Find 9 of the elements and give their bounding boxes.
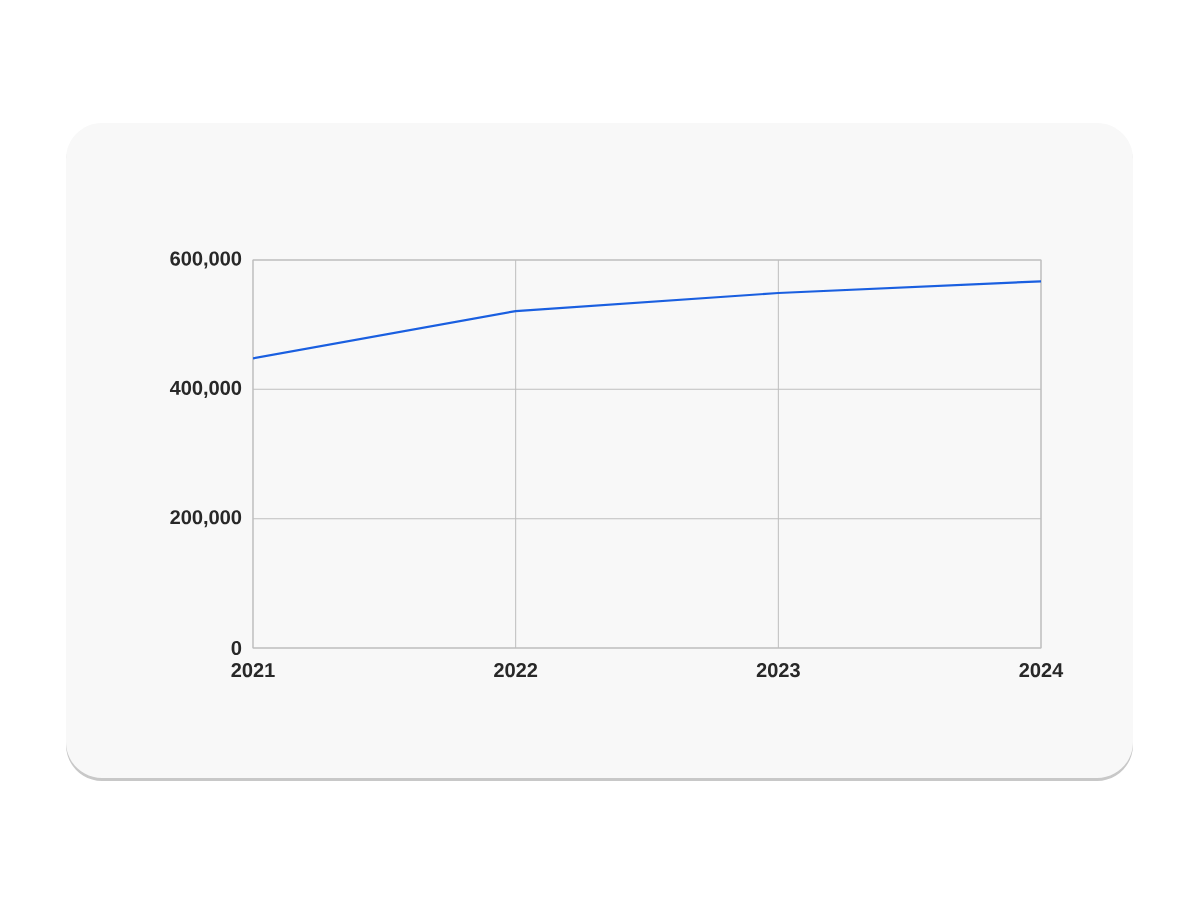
y-tick-label: 400,000 (169, 380, 242, 398)
x-tick-label: 2021 (231, 663, 275, 678)
x-tick-label: 2022 (494, 663, 538, 678)
y-tick-label: 0 (231, 640, 242, 656)
x-tick-label: 2023 (756, 663, 800, 678)
line-series (253, 280, 1041, 360)
y-tick-label: 200,000 (170, 510, 242, 528)
x-tick-label: 2024 (1019, 663, 1064, 678)
y-tick-label: 600,000 (170, 251, 242, 269)
